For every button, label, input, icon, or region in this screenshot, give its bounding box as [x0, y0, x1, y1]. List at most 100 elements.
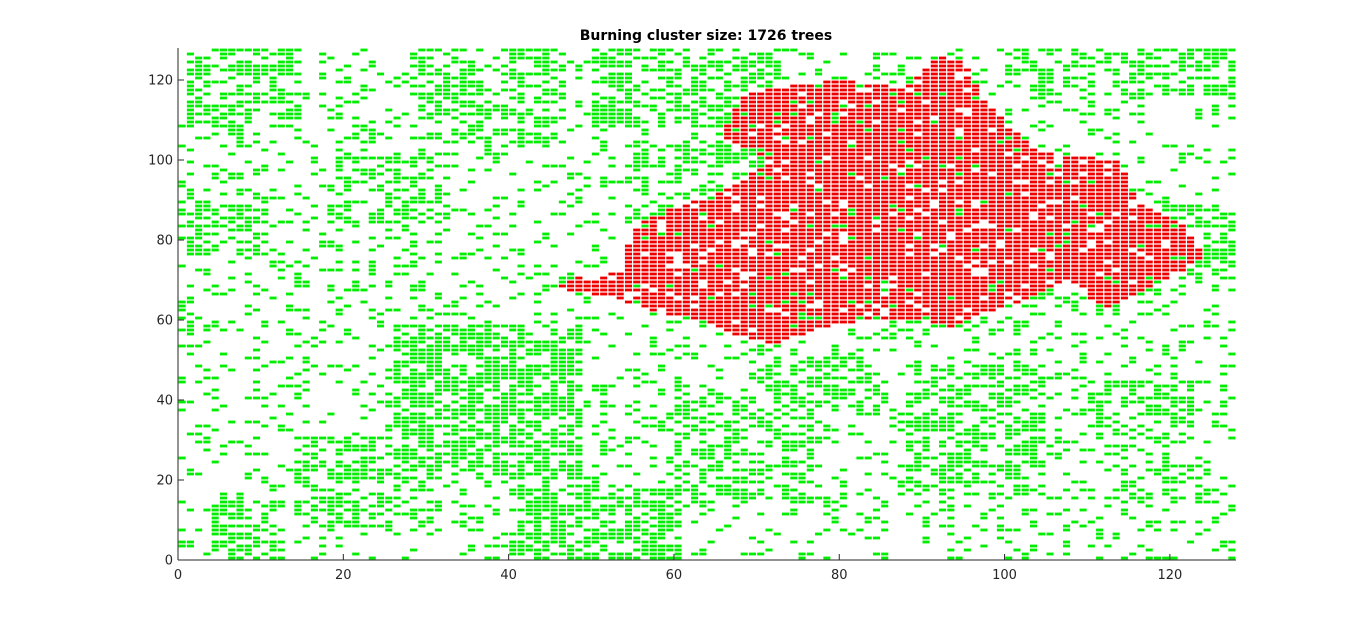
burning-tree-cell: [864, 168, 872, 172]
burning-tree-cell: [831, 236, 839, 240]
burning-tree-cell: [897, 156, 905, 160]
tree-cell: [459, 388, 467, 392]
tree-cell: [426, 96, 434, 100]
burning-tree-cell: [748, 276, 756, 280]
burning-tree-cell: [897, 96, 905, 100]
tree-cell: [534, 384, 542, 388]
tree-cell: [244, 516, 252, 520]
tree-cell: [558, 68, 566, 72]
burning-tree-cell: [914, 104, 922, 108]
tree-cell: [517, 204, 525, 208]
tree-cell: [195, 224, 203, 228]
tree-cell: [211, 104, 219, 108]
tree-cell: [368, 344, 376, 348]
burning-tree-cell: [839, 304, 847, 308]
burning-tree-cell: [823, 248, 831, 252]
burning-tree-cell: [1096, 296, 1104, 300]
burning-tree-cell: [939, 212, 947, 216]
tree-cell: [178, 304, 186, 308]
burning-tree-cell: [806, 108, 814, 112]
burning-tree-cell: [1071, 204, 1079, 208]
tree-cell: [343, 500, 351, 504]
burning-tree-cell: [955, 292, 963, 296]
burning-tree-cell: [790, 124, 798, 128]
burning-tree-cell: [831, 312, 839, 316]
tree-cell: [277, 464, 285, 468]
burning-tree-cell: [922, 104, 930, 108]
tree-cell: [534, 396, 542, 400]
burning-tree-cell: [947, 284, 955, 288]
burning-tree-cell: [963, 144, 971, 148]
tree-cell: [401, 216, 409, 220]
tree-cell: [401, 360, 409, 364]
tree-cell: [368, 64, 376, 68]
tree-cell: [542, 92, 550, 96]
burning-tree-cell: [1145, 236, 1153, 240]
burning-tree-cell: [823, 300, 831, 304]
burning-tree-cell: [1054, 280, 1062, 284]
tree-cell: [368, 448, 376, 452]
burning-tree-cell: [649, 300, 657, 304]
tree-cell: [492, 384, 500, 388]
tree-cell: [277, 60, 285, 64]
tree-cell: [517, 432, 525, 436]
tree-cell: [393, 496, 401, 500]
burning-tree-cell: [939, 72, 947, 76]
tree-cell: [517, 52, 525, 56]
burning-tree-cell: [905, 84, 914, 88]
tree-cell: [525, 364, 533, 368]
burning-tree-cell: [839, 88, 847, 92]
burning-tree-cell: [930, 80, 938, 84]
tree-cell: [476, 92, 484, 96]
tree-cell: [211, 244, 219, 248]
tree-cell: [418, 212, 426, 216]
tree-cell: [484, 208, 492, 212]
tree-cell: [608, 156, 616, 160]
burning-tree-cell: [1021, 252, 1029, 256]
burning-tree-cell: [939, 288, 947, 292]
burning-tree-cell: [823, 204, 831, 208]
burning-tree-cell: [1104, 228, 1112, 232]
tree-cell: [575, 348, 583, 352]
tree-cell: [393, 456, 401, 460]
burning-tree-cell: [674, 224, 682, 228]
burning-tree-cell: [798, 308, 806, 312]
tree-cell: [327, 300, 335, 304]
tree-cell: [534, 400, 542, 404]
burning-tree-cell: [897, 132, 905, 136]
tree-cell: [558, 444, 566, 448]
tree-cell: [186, 88, 194, 92]
tree-cell: [178, 500, 186, 504]
tree-cell: [410, 288, 418, 292]
tree-cell: [228, 108, 236, 112]
tree-cell: [410, 84, 418, 88]
tree-cell: [426, 316, 434, 320]
burning-tree-cell: [980, 132, 988, 136]
tree-cell: [542, 488, 550, 492]
tree-cell: [302, 512, 310, 516]
tree-cell: [335, 244, 343, 248]
tree-cell: [492, 364, 500, 368]
burning-tree-cell: [781, 256, 790, 260]
tree-cell: [252, 100, 261, 104]
tree-cell: [368, 264, 376, 268]
tree-cell: [534, 508, 542, 512]
tree-cell: [376, 496, 385, 500]
burning-tree-cell: [939, 280, 947, 284]
tree-cell: [418, 460, 426, 464]
burning-tree-cell: [1137, 224, 1145, 228]
burning-tree-cell: [732, 312, 740, 316]
tree-cell: [550, 436, 558, 440]
burning-tree-cell: [972, 84, 980, 88]
burning-tree-cell: [790, 164, 798, 168]
burning-tree-cell: [831, 124, 839, 128]
burning-tree-cell: [798, 188, 806, 192]
burning-tree-cell: [947, 300, 955, 304]
tree-cell: [558, 396, 566, 400]
tree-cell: [195, 68, 203, 72]
tree-cell: [500, 256, 509, 260]
burning-tree-cell: [856, 200, 864, 204]
tree-cell: [608, 76, 616, 80]
tree-cell: [476, 324, 484, 328]
burning-tree-cell: [691, 288, 699, 292]
